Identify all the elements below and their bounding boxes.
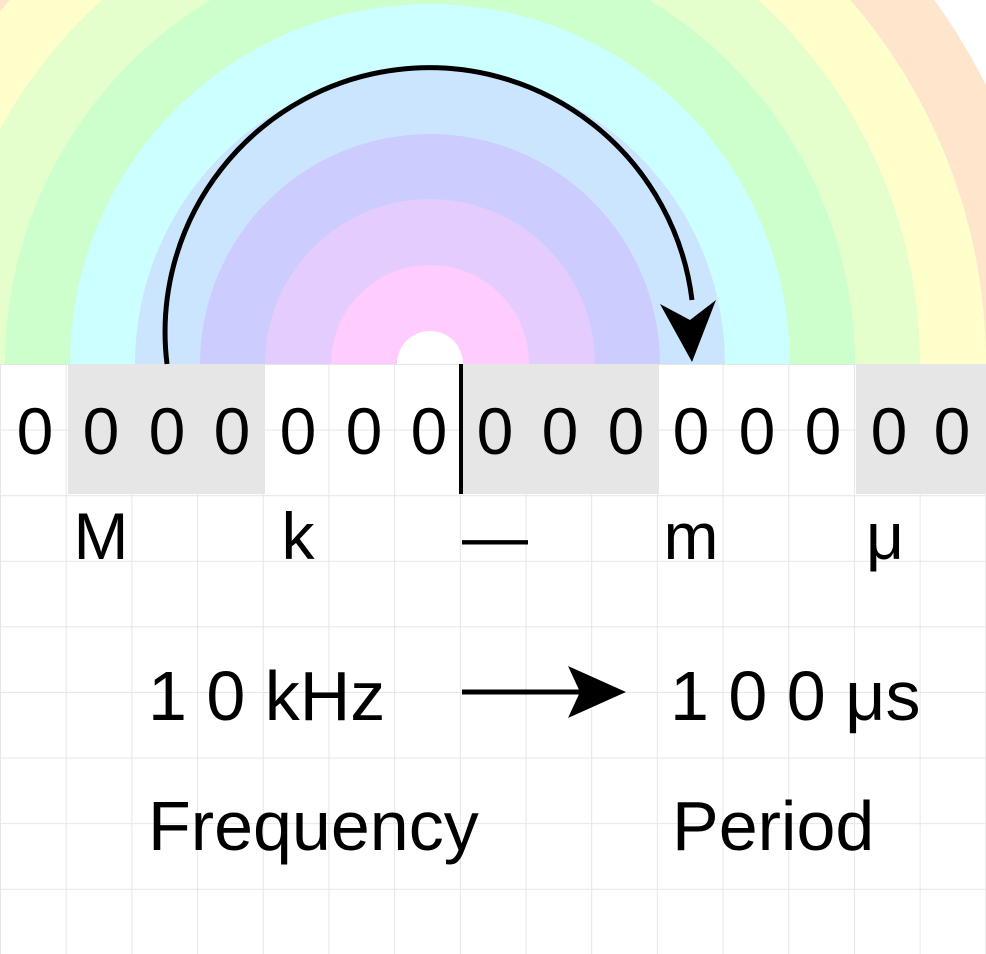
digit: 0 xyxy=(476,394,514,468)
digit: 0 xyxy=(148,394,186,468)
digit: 0 xyxy=(213,394,251,468)
prefix-kilo: k xyxy=(281,499,315,573)
digit: 0 xyxy=(933,394,971,468)
digit: 0 xyxy=(541,394,579,468)
digit: 0 xyxy=(345,394,383,468)
decimal-point-marker xyxy=(459,364,463,494)
prefix-unit: — xyxy=(462,499,528,573)
digit: 0 xyxy=(16,394,54,468)
digit: 0 xyxy=(279,394,317,468)
digit-group-micro-shade xyxy=(856,364,986,494)
period-value: 1 0 0 μs xyxy=(670,657,921,735)
digit: 0 xyxy=(738,394,776,468)
digit: 0 xyxy=(82,394,120,468)
digit: 0 xyxy=(410,394,448,468)
digit-group-mega-shade xyxy=(68,364,265,494)
digit-group-unit-shade xyxy=(463,364,659,494)
rainbow-rings xyxy=(0,0,986,364)
digit: 0 xyxy=(870,394,908,468)
digit: 0 xyxy=(804,394,842,468)
frequency-value: 1 0 kHz xyxy=(148,657,386,735)
period-label: Period xyxy=(672,787,875,865)
digit: 0 xyxy=(607,394,645,468)
frequency-label: Frequency xyxy=(148,787,479,865)
digit: 0 xyxy=(672,394,710,468)
prefix-micro: μ xyxy=(865,499,905,573)
prefix-mega: M xyxy=(73,499,129,573)
prefix-milli: m xyxy=(663,499,719,573)
